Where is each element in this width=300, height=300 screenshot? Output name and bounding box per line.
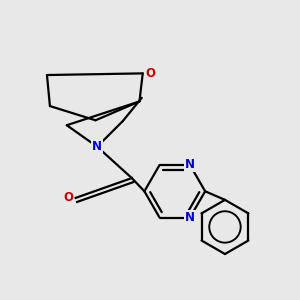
Text: N: N [185, 158, 195, 172]
Text: O: O [63, 191, 74, 204]
Text: N: N [185, 211, 195, 224]
Text: N: N [92, 140, 102, 153]
Text: O: O [145, 67, 155, 80]
